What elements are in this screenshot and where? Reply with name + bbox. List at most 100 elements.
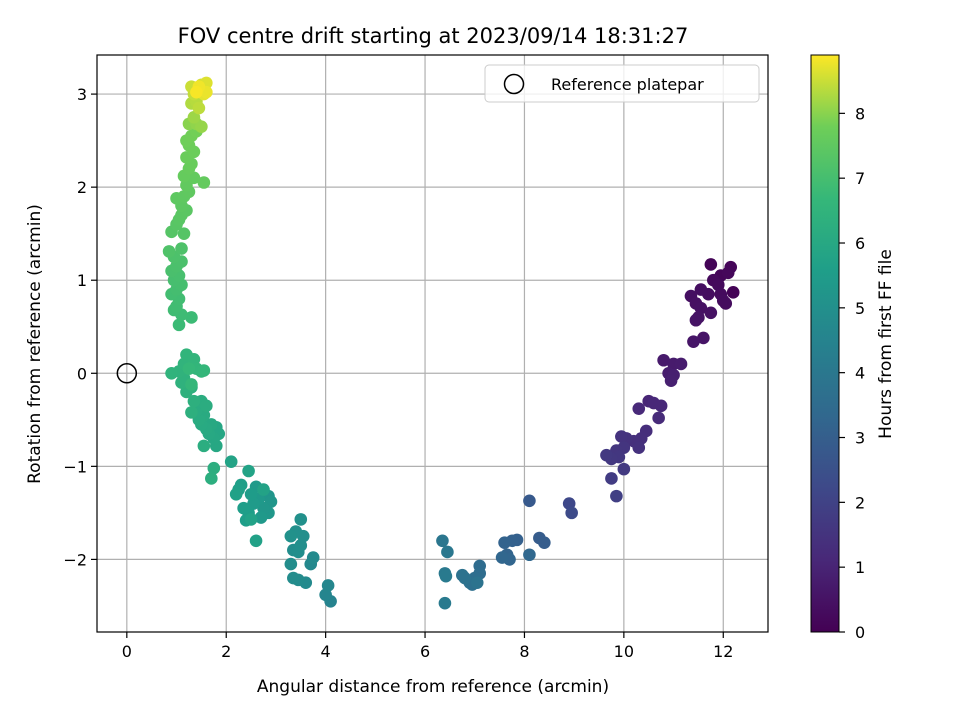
scatter-point	[244, 513, 258, 526]
scatter-point	[207, 461, 221, 475]
scatter-point	[284, 557, 298, 571]
scatter-point	[165, 366, 178, 380]
scatter-point	[441, 545, 454, 559]
legend: Reference platepar	[484, 64, 760, 103]
scatter-point	[195, 120, 208, 133]
scatter-point	[197, 176, 211, 189]
colorbar-tick-label: 0	[855, 623, 865, 642]
scatter-point	[632, 441, 646, 455]
scatter-point	[229, 487, 243, 501]
scatter-point	[185, 406, 198, 419]
x-tick-label: 10	[614, 642, 634, 661]
scatter-point	[719, 297, 733, 310]
scatter-point	[254, 511, 268, 524]
scatter-point	[697, 331, 710, 345]
scatter-point	[694, 283, 708, 296]
scatter-point	[192, 101, 206, 115]
x-tick-label: 8	[519, 642, 529, 661]
scatter-point	[538, 536, 551, 549]
scatter-point	[654, 399, 668, 413]
scatter-point	[187, 111, 201, 124]
x-tick-label: 2	[221, 642, 231, 661]
scatter-point	[439, 569, 453, 583]
colorbar-tick-label: 4	[855, 364, 865, 383]
colorbar-tick-label: 7	[855, 169, 865, 188]
scatter-point	[495, 551, 509, 564]
y-tick-label: 2	[77, 178, 87, 197]
scatter-point	[175, 242, 188, 255]
scatter-point	[187, 171, 201, 185]
y-tick-label: −2	[63, 550, 87, 569]
colorbar-tick-label: 8	[855, 104, 865, 123]
scatter-point	[615, 430, 628, 443]
scatter-point	[498, 536, 511, 549]
y-tick-label: 3	[77, 85, 87, 104]
colorbar-tick-label: 3	[855, 429, 865, 448]
scatter-point	[436, 534, 449, 548]
scatter-point	[306, 551, 320, 564]
scatter-point	[687, 335, 700, 348]
scatter-point	[242, 464, 255, 478]
y-tick-label: 1	[77, 271, 87, 290]
y-axis-label: Rotation from reference (arcmin)	[25, 204, 45, 484]
scatter-point	[200, 399, 213, 413]
scatter-point	[284, 529, 298, 543]
scatter-point	[177, 227, 191, 240]
x-tick-label: 0	[122, 642, 132, 661]
scatter-point	[185, 378, 198, 391]
scatter-point	[704, 258, 718, 271]
scatter-point	[523, 548, 536, 562]
scatter-point	[287, 571, 300, 585]
colorbar-tick-label: 2	[855, 493, 865, 512]
x-tick-label: 6	[420, 642, 430, 661]
scatter-point	[704, 306, 718, 320]
scatter-point	[438, 596, 452, 610]
scatter-point	[652, 411, 665, 425]
scatter-point	[257, 483, 270, 496]
legend-marker	[503, 73, 525, 95]
x-tick-label: 4	[321, 642, 331, 661]
scatter-point	[657, 353, 670, 367]
scatter-point	[600, 448, 613, 462]
scatter-point	[162, 245, 176, 258]
reference-platepar-marker	[116, 363, 138, 384]
scatter-point	[185, 311, 198, 324]
scatter-point	[172, 318, 186, 332]
colorbar-label: Hours from first FF file	[876, 249, 896, 439]
colorbar-tick-label: 1	[855, 558, 865, 577]
scatter-point	[632, 402, 646, 415]
plot-frame	[96, 54, 769, 633]
colorbar-tick-label: 6	[855, 234, 865, 253]
scatter-point	[197, 364, 211, 377]
scatter-point	[617, 462, 631, 476]
scatter-points	[162, 76, 740, 610]
scatter-point	[190, 85, 203, 99]
scatter-point	[664, 374, 678, 388]
scatter-point	[470, 576, 484, 589]
y-tick-label: 0	[77, 364, 87, 383]
colorbar	[810, 54, 840, 633]
scatter-point	[565, 506, 578, 520]
scatter-point	[187, 394, 201, 408]
scatter-point	[674, 357, 688, 371]
scatter-point	[244, 487, 258, 501]
scatter-point	[523, 494, 536, 508]
scatter-point	[726, 286, 740, 299]
scatter-point	[182, 362, 196, 375]
scatter-point	[197, 439, 211, 453]
scatter-point	[610, 489, 623, 503]
scatter-point	[224, 455, 238, 468]
scatter-point	[605, 472, 618, 485]
x-tick-label: 12	[713, 642, 733, 661]
scatter-point	[689, 313, 703, 327]
legend-box	[484, 64, 760, 103]
colorbar-ticks: 0 1 2 3 4 5 6 7 8	[839, 104, 865, 642]
colorbar-tick-label: 5	[855, 299, 865, 318]
scatter-point	[294, 513, 308, 526]
y-tick-label: −1	[63, 457, 87, 476]
chart-title: FOV centre drift starting at 2023/09/14 …	[178, 24, 689, 48]
scatter-point	[321, 579, 335, 592]
scatter-point	[249, 534, 263, 548]
